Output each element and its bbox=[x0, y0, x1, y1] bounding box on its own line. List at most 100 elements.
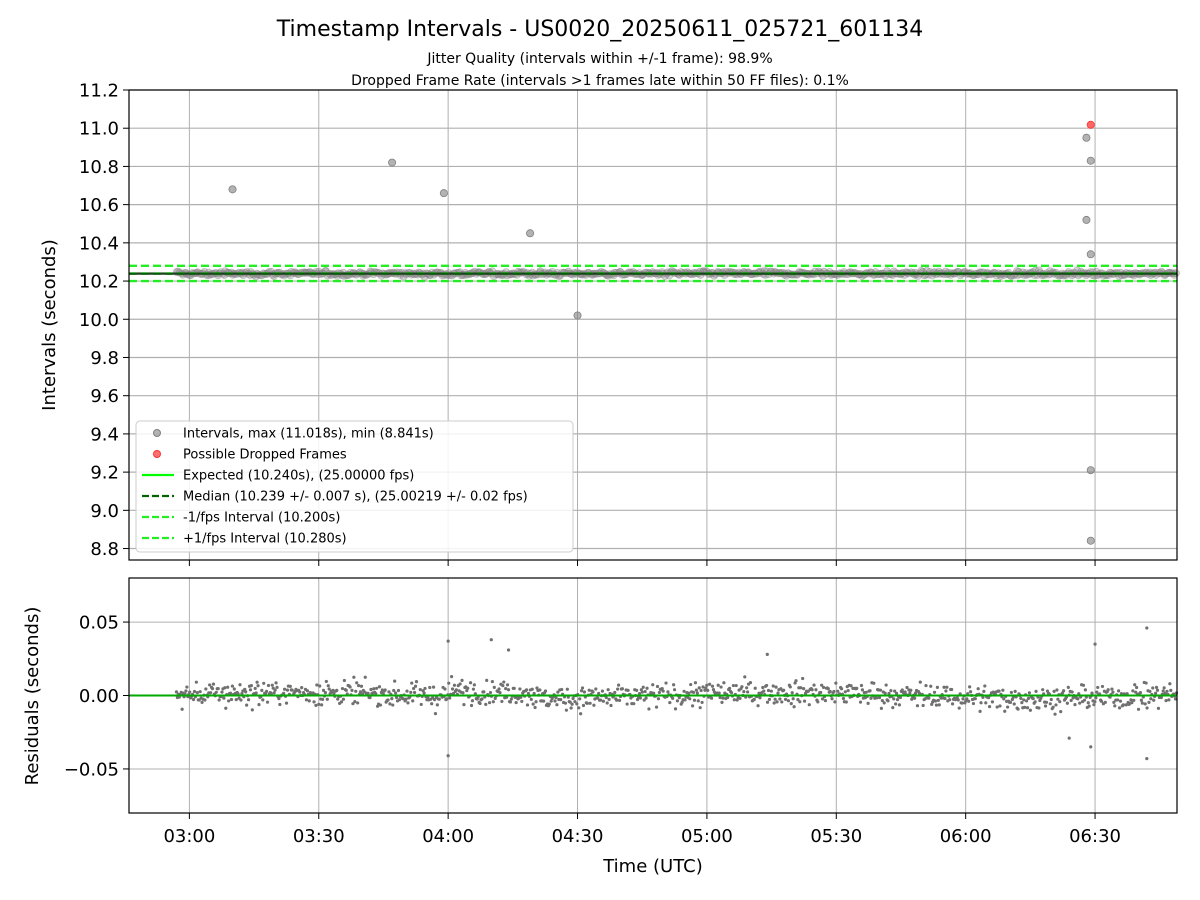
residual-point bbox=[204, 687, 208, 691]
residual-point bbox=[905, 685, 909, 690]
residual-point bbox=[983, 684, 987, 688]
residual-point bbox=[284, 701, 289, 705]
residual-point bbox=[620, 687, 624, 691]
residual-point bbox=[394, 691, 398, 695]
residual-point bbox=[1121, 703, 1125, 707]
residual-point bbox=[792, 705, 796, 709]
residual-point bbox=[889, 689, 893, 693]
residual-point bbox=[767, 697, 772, 701]
residual-point bbox=[433, 711, 438, 716]
residual-point bbox=[461, 691, 465, 695]
residual-point bbox=[565, 687, 569, 691]
residual-point bbox=[529, 697, 533, 701]
residual-point bbox=[798, 700, 802, 704]
residual-point bbox=[234, 698, 238, 702]
residual-point bbox=[340, 686, 345, 691]
residual-point bbox=[1167, 698, 1171, 702]
residual-outlier-point bbox=[1145, 757, 1149, 761]
residual-point bbox=[409, 690, 413, 694]
residual-point bbox=[879, 706, 884, 710]
residual-point bbox=[718, 695, 722, 700]
residual-point bbox=[448, 696, 452, 700]
interval-outlier-point bbox=[1086, 466, 1095, 475]
residual-point bbox=[1031, 696, 1035, 701]
residual-point bbox=[844, 700, 848, 704]
residual-point bbox=[950, 687, 954, 692]
residual-point bbox=[283, 687, 287, 691]
residual-point bbox=[682, 689, 686, 693]
residuals-panel: −0.050.000.05 03:00 03:30 04:00 04:30 05:00 0… bbox=[22, 577, 1179, 877]
residual-point bbox=[351, 702, 355, 706]
residual-point bbox=[762, 689, 766, 693]
residual-point bbox=[607, 697, 611, 701]
residual-point bbox=[1052, 689, 1056, 693]
residual-point bbox=[802, 699, 807, 703]
residual-outlier-point bbox=[506, 648, 511, 652]
residual-point bbox=[745, 686, 749, 690]
residual-point bbox=[260, 688, 264, 692]
residual-point bbox=[1110, 687, 1114, 691]
residual-point bbox=[1112, 700, 1116, 704]
residual-point bbox=[587, 688, 591, 692]
residual-outlier-point bbox=[1145, 626, 1149, 630]
residual-point bbox=[869, 696, 873, 700]
residual-point bbox=[796, 698, 800, 702]
residual-point bbox=[735, 698, 739, 702]
residual-point bbox=[597, 691, 601, 695]
residual-point bbox=[174, 690, 179, 694]
residual-point bbox=[191, 697, 196, 702]
residual-point bbox=[775, 700, 779, 704]
residual-point bbox=[655, 684, 660, 689]
residual-point bbox=[386, 698, 390, 702]
residual-point bbox=[243, 687, 247, 691]
residual-point bbox=[722, 681, 726, 685]
residual-point bbox=[210, 687, 215, 691]
residual-point bbox=[203, 698, 207, 702]
residual-point bbox=[1048, 702, 1052, 706]
residual-point bbox=[534, 700, 538, 704]
residual-point bbox=[264, 689, 269, 693]
residual-point bbox=[936, 698, 940, 702]
residual-point bbox=[918, 680, 922, 684]
residual-point bbox=[877, 695, 882, 700]
intervals-x-tick-marks bbox=[188, 560, 1096, 566]
residual-point bbox=[563, 701, 568, 705]
residual-point bbox=[393, 679, 397, 683]
residual-point bbox=[573, 700, 577, 704]
residual-point bbox=[929, 684, 933, 688]
residual-point bbox=[758, 696, 762, 700]
residual-point bbox=[1026, 696, 1031, 701]
residual-point bbox=[1156, 706, 1161, 710]
residual-point bbox=[1058, 700, 1062, 704]
residual-point bbox=[324, 679, 328, 684]
residual-point bbox=[342, 678, 346, 683]
residual-point bbox=[1027, 691, 1032, 695]
residual-point bbox=[1131, 689, 1135, 693]
residual-point bbox=[711, 687, 716, 692]
residual-point bbox=[255, 680, 259, 684]
residual-point bbox=[525, 703, 530, 707]
residual-point bbox=[469, 703, 474, 708]
residual-point bbox=[571, 696, 575, 701]
interval-outlier-point bbox=[1086, 250, 1095, 259]
intervals-y-tick-label: 9.2 bbox=[90, 463, 119, 484]
residual-point bbox=[248, 688, 253, 692]
residual-point bbox=[1090, 691, 1094, 695]
residual-point bbox=[748, 680, 753, 685]
residual-point bbox=[821, 685, 826, 689]
residual-point bbox=[275, 685, 279, 690]
residual-point bbox=[637, 692, 642, 696]
residual-point bbox=[1136, 707, 1141, 711]
residual-point bbox=[812, 683, 816, 687]
residual-point bbox=[391, 703, 395, 707]
residual-point bbox=[285, 688, 290, 692]
residual-point bbox=[1022, 698, 1026, 702]
x-axis-label: Time (UTC) bbox=[602, 856, 703, 877]
residual-point bbox=[738, 696, 742, 701]
residual-point bbox=[1095, 690, 1099, 694]
interval-outlier-point bbox=[439, 189, 448, 198]
residual-point bbox=[721, 696, 725, 700]
residual-point bbox=[307, 699, 311, 703]
residual-outlier-point bbox=[1067, 736, 1071, 740]
residual-point bbox=[668, 700, 672, 705]
